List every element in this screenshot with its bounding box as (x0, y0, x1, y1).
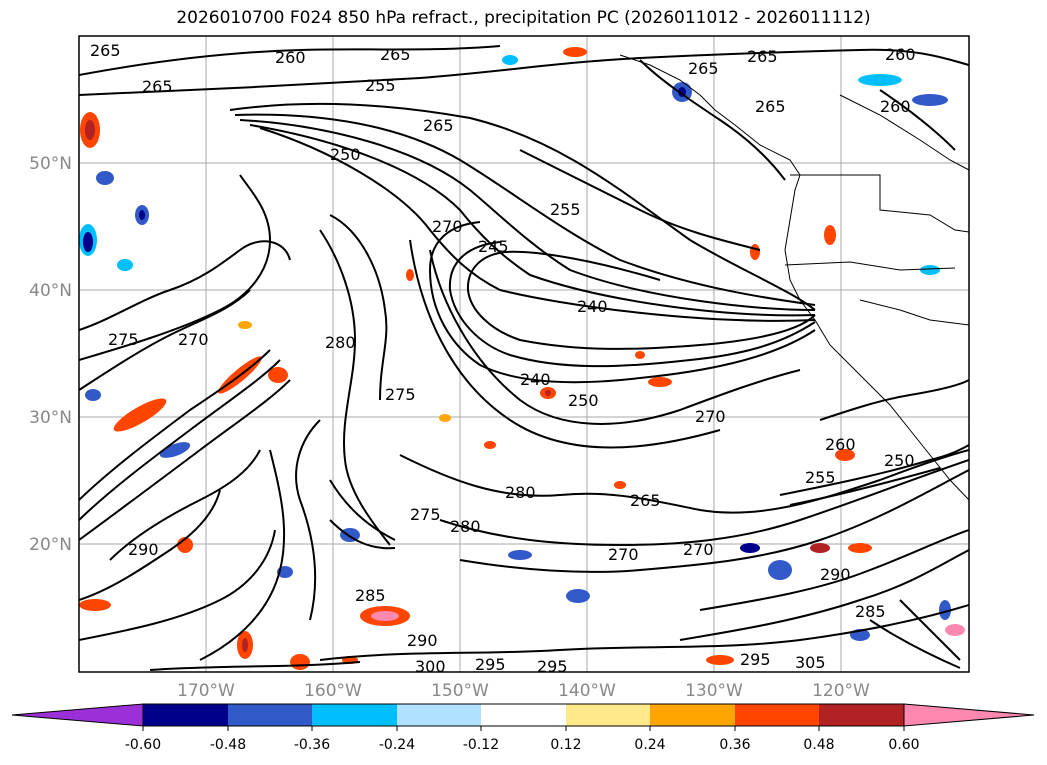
lon-label: 170°W (177, 681, 235, 701)
colorbar-tick-label: -0.60 (125, 737, 161, 753)
contour-label: 295 (537, 657, 568, 676)
lon-label: 120°W (812, 681, 870, 701)
colorbar-tick-label: 0.60 (888, 737, 919, 753)
colorbar-extend-left (11, 703, 144, 727)
contour-label: 285 (355, 586, 386, 605)
colorbar-extend-right (903, 703, 1035, 727)
contour-label: 265 (90, 41, 121, 60)
contour-label: 280 (325, 333, 356, 352)
contour-label: 265 (755, 97, 786, 116)
colorbar-tick-label: -0.24 (379, 737, 415, 753)
refractivity-contours (79, 45, 969, 671)
contour-label-group: 265 260 265 255 265 265 265 260 265 260 … (90, 41, 916, 676)
contour-label: 260 (275, 48, 306, 67)
map-title: 2026010700 F024 850 hPa refract., precip… (176, 8, 871, 28)
contour-label: 265 (688, 59, 719, 78)
contour-label: 255 (365, 76, 396, 95)
contour-label: 265 (423, 116, 454, 135)
colorbar-tick-label: 0.24 (634, 737, 665, 753)
contour-label: 260 (885, 45, 916, 64)
colorbar-segment (143, 704, 228, 726)
colorbar-segment (481, 704, 566, 726)
colorbar-segment (566, 704, 650, 726)
contour-label: 295 (475, 655, 506, 674)
contour-label: 255 (550, 200, 581, 219)
colorbar-frame (142, 703, 905, 727)
colorbar-segment (228, 704, 312, 726)
colorbar-tick-label: -0.12 (463, 737, 499, 753)
contour-label: 280 (450, 517, 481, 536)
lon-label: 130°W (685, 681, 743, 701)
contour-label: 240 (520, 370, 551, 389)
contour-label: 250 (884, 451, 915, 470)
lat-label: 40°N (29, 281, 72, 301)
contour-label: 245 (478, 237, 509, 256)
lon-label: 160°W (304, 681, 362, 701)
contour-label: 240 (577, 297, 608, 316)
lat-label: 50°N (29, 154, 72, 174)
colorbar-segment (397, 704, 481, 726)
contour-label: 250 (568, 391, 599, 410)
lon-label: 140°W (558, 681, 616, 701)
contour-label: 270 (683, 540, 714, 559)
colorbar-tick-label: 0.12 (550, 737, 581, 753)
colorbar-segment (819, 704, 904, 726)
contour-label: 265 (747, 47, 778, 66)
contour-label: 270 (608, 545, 639, 564)
contour-label: 275 (385, 385, 416, 404)
contour-label: 260 (825, 435, 856, 454)
contour-label: 250 (330, 145, 361, 164)
contour-label: 265 (380, 45, 411, 64)
contour-label: 305 (795, 653, 826, 672)
colorbar-tick-label: -0.36 (294, 737, 330, 753)
contour-label: 270 (695, 407, 726, 426)
contour-label: 290 (820, 565, 851, 584)
contour-label: 270 (432, 217, 463, 236)
colorbar-ticks (142, 726, 905, 731)
longitude-labels: 170°W 160°W 150°W 140°W 130°W 120°W (177, 681, 870, 701)
colorbar-tick-label: 0.48 (803, 737, 834, 753)
coastline (619, 54, 969, 501)
lon-label: 150°W (431, 681, 489, 701)
latitude-labels: 50°N 40°N 30°N 20°N (29, 154, 72, 555)
colorbar-segment (312, 704, 397, 726)
contour-label: 275 (108, 330, 139, 349)
contour-label: 280 (505, 483, 536, 502)
lat-label: 20°N (29, 535, 72, 555)
lat-label: 30°N (29, 408, 72, 428)
contour-label: 290 (407, 631, 438, 650)
contour-label: 290 (128, 540, 159, 559)
colorbar: -0.60 -0.48 -0.36 -0.24 -0.12 0.12 0.24 … (11, 703, 1035, 753)
contour-label: 275 (410, 505, 441, 524)
plot-frame (78, 35, 970, 673)
plot-background (79, 36, 969, 672)
colorbar-tick-label: 0.36 (719, 737, 750, 753)
contour-label: 300 (415, 657, 446, 676)
contour-label: 270 (178, 330, 209, 349)
contour-label: 285 (855, 602, 886, 621)
plot-area: 265 260 265 255 265 265 265 260 265 260 … (29, 35, 970, 701)
contour-label: 265 (142, 77, 173, 96)
colorbar-segment (735, 704, 819, 726)
contour-label: 260 (880, 97, 911, 116)
colorbar-tick-label: -0.48 (210, 737, 246, 753)
colorbar-segment (650, 704, 735, 726)
precipitation-field (79, 47, 965, 670)
contour-label: 255 (805, 468, 836, 487)
contour-label: 295 (740, 650, 771, 669)
contour-label: 265 (630, 491, 661, 510)
